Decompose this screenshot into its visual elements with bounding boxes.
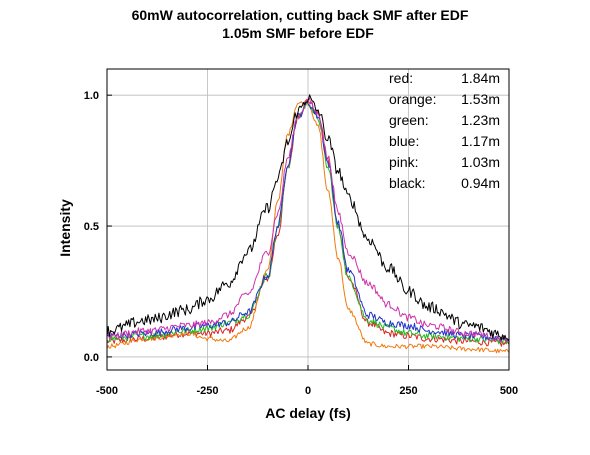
y-tick-label: 0.0 <box>84 352 99 364</box>
x-tick-label: 0 <box>305 385 311 397</box>
chart-title: 60mW autocorrelation, cutting back SMF a… <box>132 7 469 23</box>
legend-name-black: black: <box>389 175 426 191</box>
x-tick-label: 250 <box>399 385 417 397</box>
x-tick-label: 500 <box>500 385 518 397</box>
legend-name-green: green: <box>389 112 429 128</box>
x-tick-label: -250 <box>196 385 218 397</box>
y-tick-label: 1.0 <box>84 90 99 102</box>
legend-name-red: red: <box>389 70 413 86</box>
chart-subtitle: 1.05m SMF before EDF <box>222 25 374 41</box>
legend-value-blue: 1.17m <box>461 133 500 149</box>
grid <box>107 69 509 370</box>
legend: red: 1.84m orange: 1.53m green: 1.23m blue: 1.1… <box>389 70 500 191</box>
x-axis-label: AC delay (fs) <box>265 405 351 421</box>
y-axis-label: Intensity <box>57 199 73 257</box>
legend-name-orange: orange: <box>389 91 436 107</box>
legend-value-green: 1.23m <box>461 112 500 128</box>
tick-labels: -500 -250 0 250 500 0.0 0.5 1.0 <box>84 90 518 397</box>
series-blue-line <box>106 100 509 342</box>
legend-name-blue: blue: <box>389 133 419 149</box>
legend-value-pink: 1.03m <box>461 154 500 170</box>
x-tick-label: -500 <box>96 385 118 397</box>
y-tick-label: 0.5 <box>84 221 99 233</box>
ticks <box>106 94 510 370</box>
series-black-line <box>106 94 510 341</box>
legend-value-red: 1.84m <box>461 70 500 86</box>
legend-value-orange: 1.53m <box>461 91 500 107</box>
legend-name-pink: pink: <box>389 154 419 170</box>
legend-value-black: 0.94m <box>461 175 500 191</box>
series-layer <box>106 94 510 354</box>
